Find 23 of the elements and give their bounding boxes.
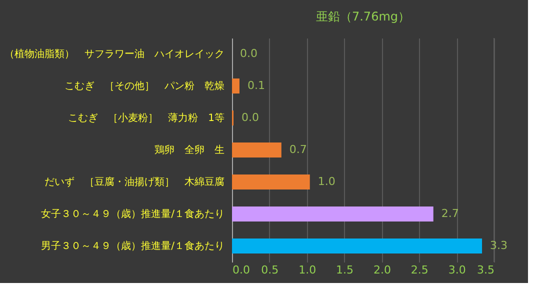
y-tick-label: 鶏卵 全卵 生 [154, 144, 224, 156]
x-tick-label: 1.0 [298, 264, 316, 276]
data-label: 0.7 [289, 143, 307, 156]
x-tick-label: 1.5 [336, 264, 354, 276]
x-tick-label: 2.0 [373, 264, 391, 276]
y-tick-label: こむぎ ［小麦粉］ 薄力粉 1等 [68, 112, 224, 124]
y-tick-label: 男子３０～４９（歳）推進量/１食あたり [41, 240, 224, 252]
x-tick-label: 2.5 [410, 264, 428, 276]
y-tick-label: だいず ［豆腐・油揚げ類］ 木綿豆腐 [44, 176, 224, 188]
data-label: 0.0 [240, 47, 258, 60]
data-label: 0.0 [241, 111, 259, 124]
data-label: 2.7 [441, 207, 459, 220]
data-label: 3.3 [490, 239, 508, 252]
y-tick-label: 女子３０～４９（歳）推進量/１食あたり [41, 208, 224, 220]
data-label: 0.1 [247, 79, 265, 92]
y-tick-label: こむぎ ［その他］ パン粉 乾燥 [64, 80, 224, 92]
x-tick-label: 3.0 [448, 264, 466, 276]
x-tick-label: 0.0 [232, 264, 250, 276]
chart-title: 亜鉛（7.76mg） [316, 10, 410, 24]
x-tick-label: 3.5 [477, 264, 494, 276]
data-label: 1.0 [318, 175, 336, 188]
y-tick-label: （植物油脂類） サフラワー油 ハイオレイック [4, 48, 224, 60]
x-tick-label: 0.5 [261, 264, 279, 276]
